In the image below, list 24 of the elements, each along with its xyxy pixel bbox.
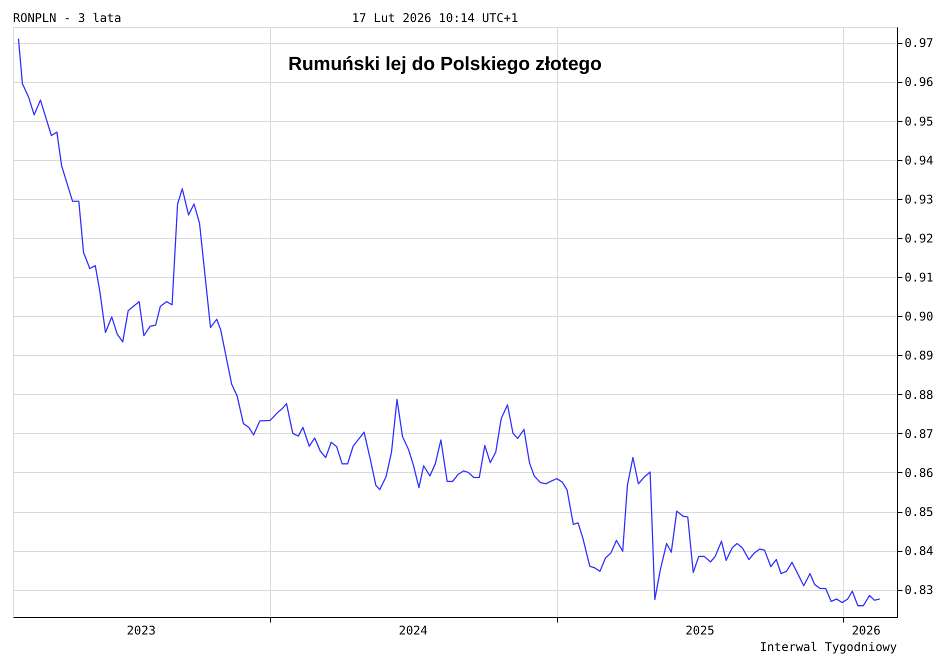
y-tick-label: 0.83	[904, 583, 934, 598]
y-tick-label: 0.94	[904, 153, 934, 168]
line-series	[18, 38, 880, 606]
y-tick-label: 0.88	[904, 388, 934, 402]
y-tick-label: 0.95	[904, 114, 934, 128]
y-tick-label: 0.90	[904, 310, 934, 324]
x-tick-label: 2025	[686, 624, 714, 638]
x-tick-label: 2023	[126, 624, 156, 638]
y-tick-label: 0.86	[904, 466, 934, 480]
text: RONPLN - 3 lata	[13, 11, 122, 25]
y-tick-label: 0.91	[904, 270, 934, 285]
text: Rumuński lej do Polskiego złotego	[288, 54, 602, 75]
y-tick-label: 0.96	[904, 75, 934, 90]
y-tick-label: 0.89	[904, 348, 934, 363]
y-tick-label: 0.84	[904, 544, 934, 558]
y-tick-label: 0.87	[904, 426, 934, 441]
y-tick-label: 0.92	[904, 231, 934, 246]
y-tick-label: 0.97	[904, 36, 934, 50]
y-tick-label: 0.85	[904, 505, 934, 520]
y-tick-label: 0.93	[904, 192, 934, 206]
text: 17 Lut 2026 10:14 UTC+1	[352, 11, 518, 25]
x-tick-label: 2024	[398, 624, 428, 638]
text: Interwal Tygodniowy	[760, 640, 897, 654]
x-tick-label: 2026	[852, 624, 881, 638]
